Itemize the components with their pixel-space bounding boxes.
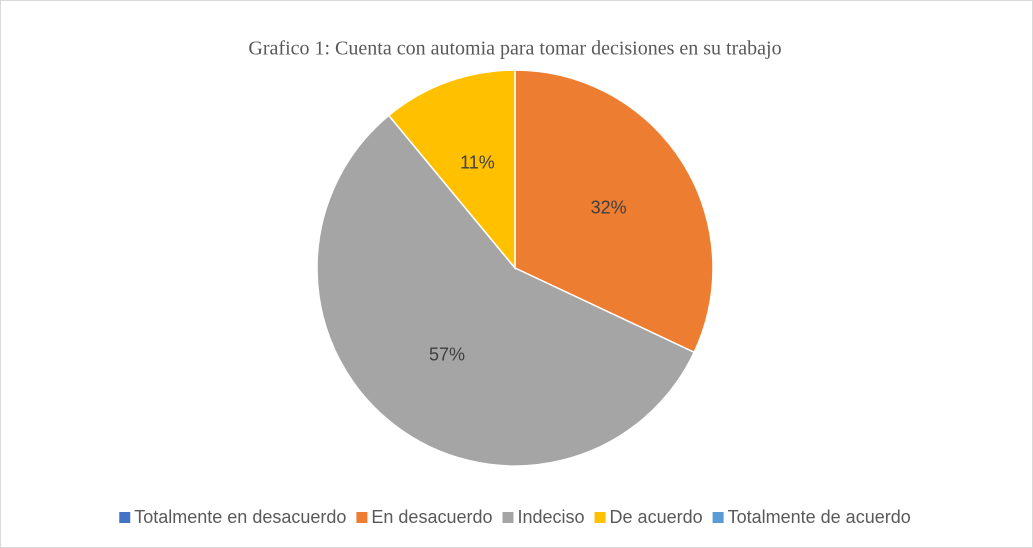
pie-slice: [387, 69, 516, 271]
chart-title: Grafico 1: Cuenta con automia para tomar…: [248, 38, 781, 60]
legend-swatch: [119, 512, 131, 523]
legend-label: Totalmente de acuerdo: [728, 507, 911, 527]
legend-label: En desacuerdo: [371, 507, 492, 527]
legend-swatch: [356, 512, 368, 523]
legend-swatch: [712, 512, 724, 523]
legend-swatch: [502, 512, 514, 523]
data-label: 57%: [429, 344, 465, 364]
legend-label: De acuerdo: [610, 507, 703, 527]
pie-slice: [316, 114, 696, 467]
legend-label: Totalmente en desacuerdo: [134, 507, 346, 527]
legend-swatch: [594, 512, 606, 523]
legend-label: Indeciso: [518, 507, 585, 527]
data-label: 11%: [460, 152, 495, 172]
data-label: 32%: [591, 197, 627, 217]
pie-slice: [514, 69, 714, 354]
